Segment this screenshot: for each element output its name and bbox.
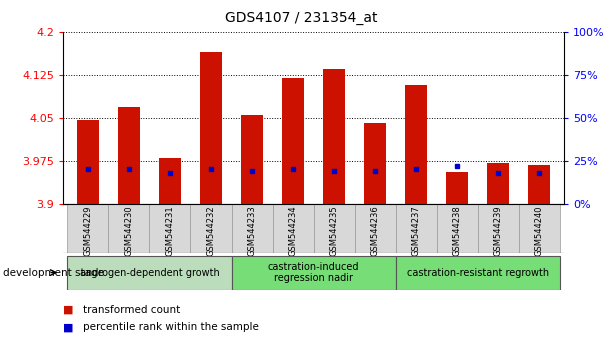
- Bar: [405, 85, 428, 204]
- FancyBboxPatch shape: [478, 204, 519, 253]
- Bar: [446, 172, 469, 204]
- Text: development stage: development stage: [3, 268, 104, 278]
- Text: GSM544238: GSM544238: [453, 205, 462, 256]
- FancyBboxPatch shape: [232, 204, 273, 253]
- Bar: [487, 163, 510, 204]
- Text: percentile rank within the sample: percentile rank within the sample: [83, 322, 259, 332]
- FancyBboxPatch shape: [355, 204, 396, 253]
- Text: ■: ■: [63, 322, 74, 332]
- FancyBboxPatch shape: [150, 204, 191, 253]
- Text: GSM544236: GSM544236: [371, 205, 380, 256]
- FancyBboxPatch shape: [396, 256, 560, 290]
- Text: GSM544230: GSM544230: [124, 205, 133, 256]
- Text: GSM544231: GSM544231: [165, 205, 174, 256]
- Text: transformed count: transformed count: [83, 305, 180, 315]
- Text: GSM544239: GSM544239: [494, 205, 503, 256]
- FancyBboxPatch shape: [232, 256, 396, 290]
- Text: GSM544234: GSM544234: [289, 205, 297, 256]
- Text: GSM544240: GSM544240: [535, 205, 544, 256]
- Bar: [241, 115, 264, 204]
- Bar: [118, 107, 140, 204]
- FancyBboxPatch shape: [273, 204, 314, 253]
- Bar: [364, 123, 387, 204]
- Bar: [77, 120, 99, 204]
- Text: castration-resistant regrowth: castration-resistant regrowth: [406, 268, 549, 278]
- Text: GDS4107 / 231354_at: GDS4107 / 231354_at: [226, 11, 377, 25]
- Text: GSM544237: GSM544237: [412, 205, 421, 256]
- FancyBboxPatch shape: [68, 256, 232, 290]
- Bar: [528, 165, 551, 204]
- FancyBboxPatch shape: [519, 204, 560, 253]
- Text: castration-induced
regression nadir: castration-induced regression nadir: [268, 262, 359, 284]
- Bar: [200, 52, 223, 204]
- FancyBboxPatch shape: [68, 204, 109, 253]
- FancyBboxPatch shape: [396, 204, 437, 253]
- FancyBboxPatch shape: [109, 204, 150, 253]
- Bar: [282, 78, 305, 204]
- Text: androgen-dependent growth: androgen-dependent growth: [80, 268, 219, 278]
- Bar: [159, 158, 182, 204]
- Text: GSM544235: GSM544235: [330, 205, 338, 256]
- FancyBboxPatch shape: [314, 204, 355, 253]
- Bar: [323, 69, 346, 204]
- Text: GSM544233: GSM544233: [247, 205, 256, 256]
- Text: ■: ■: [63, 305, 74, 315]
- Text: GSM544229: GSM544229: [83, 205, 92, 256]
- FancyBboxPatch shape: [437, 204, 478, 253]
- Text: GSM544232: GSM544232: [206, 205, 215, 256]
- FancyBboxPatch shape: [191, 204, 232, 253]
